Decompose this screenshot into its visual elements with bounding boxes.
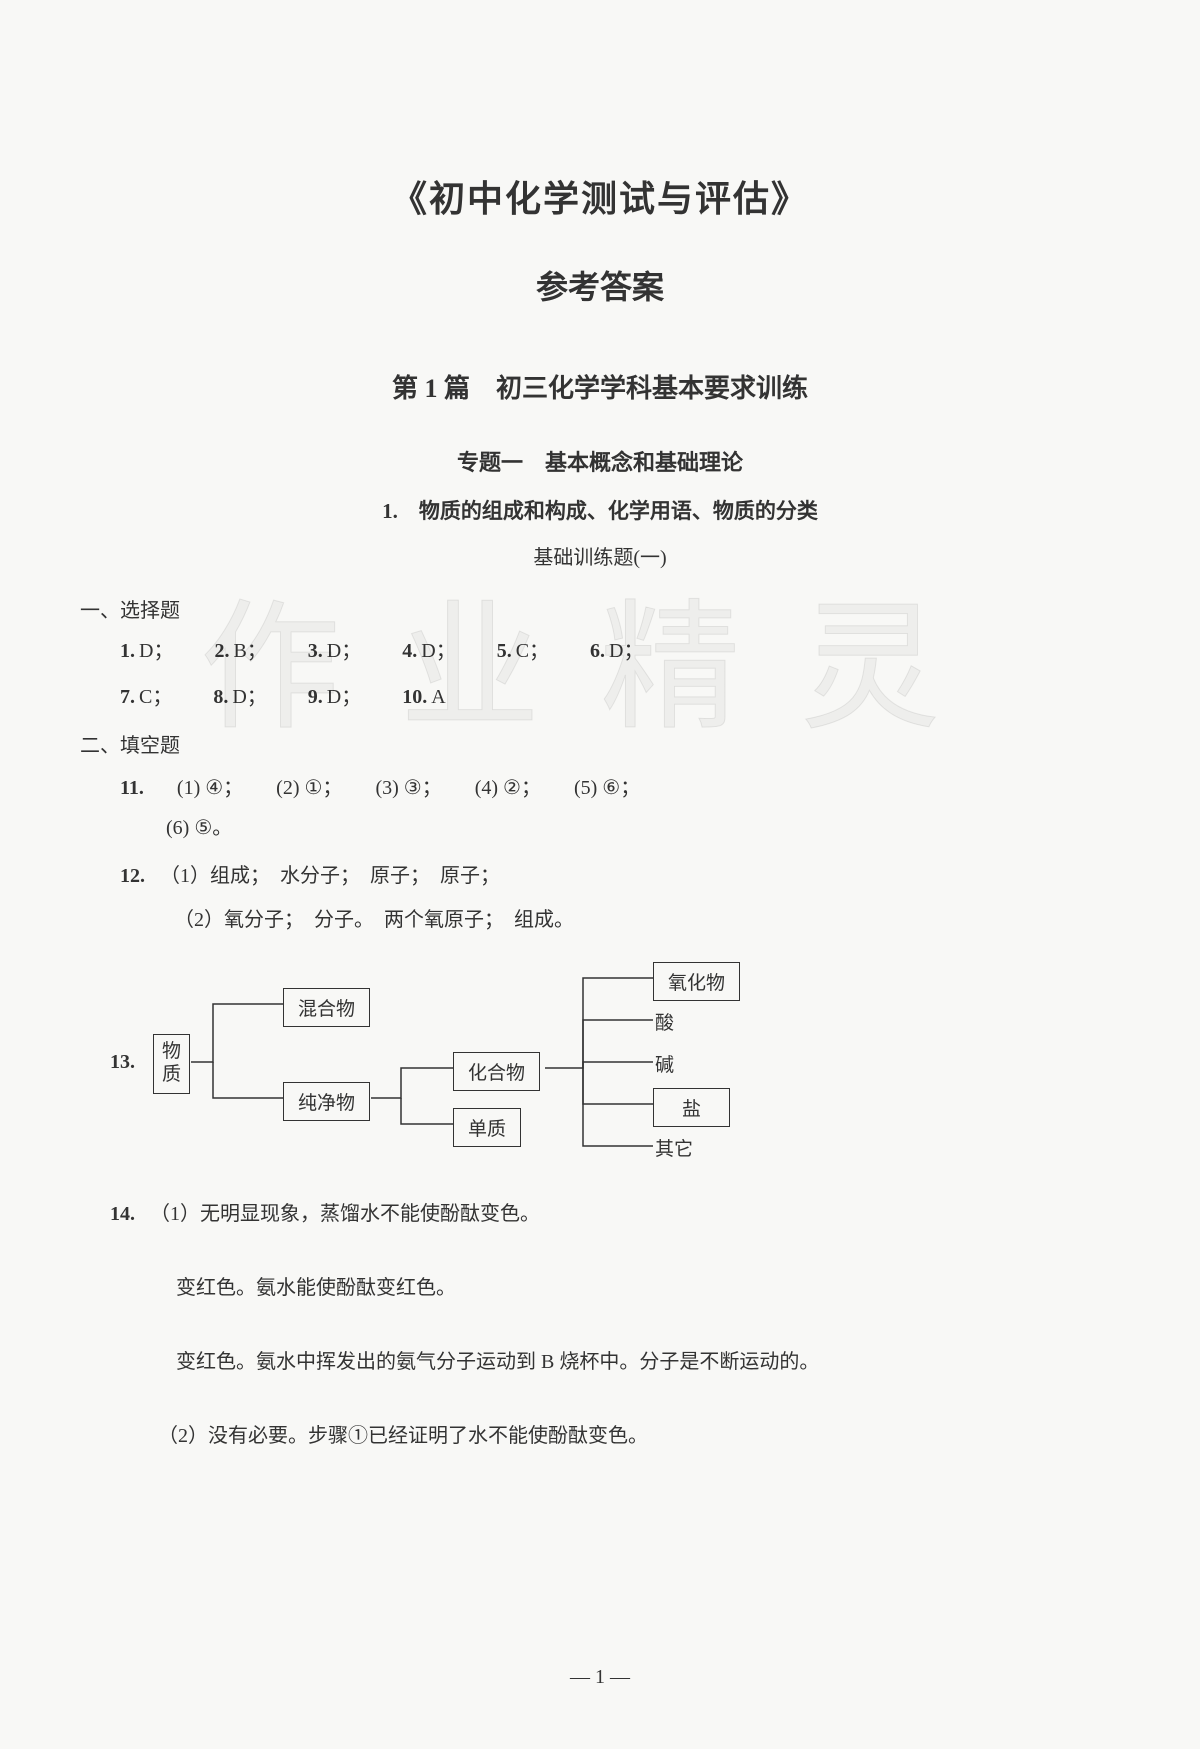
node-acid: 酸 — [655, 1008, 674, 1035]
q12-line1: 12. （1）组成； 水分子； 原子； 原子； — [120, 854, 1110, 898]
q12-label: 12. — [120, 865, 145, 887]
q14-line4: （2）没有必要。步骤①已经证明了水不能使酚酞变色。 — [158, 1414, 1110, 1458]
chapter-heading: 第 1 篇 初三化学学科基本要求训练 — [90, 368, 1110, 405]
node-salt: 盐 — [653, 1088, 730, 1127]
mc-answer: 4.D； — [402, 633, 455, 669]
q14-line1: 14. （1）无明显现象，蒸馏水不能使酚酞变色。 — [110, 1192, 1110, 1236]
section-1-heading: 一、选择题 — [80, 594, 1110, 623]
q11-part: (1) ④； — [177, 768, 243, 808]
mc-answers-row2: 7.C； 8.D； 9.D； 10.A — [120, 679, 1110, 715]
mc-answers-row1: 1.D； 2.B； 3.D； 4.D； 5.C； 6.D； — [120, 633, 1110, 669]
node-base: 碱 — [655, 1050, 674, 1077]
subtopic-heading: 1. 物质的组成和构成、化学用语、物质的分类 — [90, 495, 1110, 525]
mc-answer: 10.A — [402, 679, 445, 715]
mc-answer: 6.D； — [590, 633, 643, 669]
mc-answer: 1.D； — [120, 633, 173, 669]
exercise-set-label: 基础训练题(一) — [90, 541, 1110, 570]
node-pure: 纯净物 — [283, 1082, 370, 1121]
q14-line3: 变红色。氨水中挥发出的氨气分子运动到 B 烧杯中。分子是不断运动的。 — [176, 1340, 1110, 1384]
node-other: 其它 — [655, 1134, 693, 1161]
node-mixture: 混合物 — [283, 988, 370, 1027]
node-element: 单质 — [453, 1108, 521, 1147]
mc-answer: 2.B； — [214, 633, 266, 669]
mc-answer: 3.D； — [308, 633, 361, 669]
classification-diagram: 物 质 混合物 纯净物 化合物 单质 氧化物 酸 碱 盐 其它 — [153, 962, 913, 1162]
main-title: 《初中化学测试与评估》 — [90, 170, 1110, 222]
mc-answer: 9.D； — [308, 679, 361, 715]
node-root: 物 质 — [153, 1034, 190, 1094]
q13-row: 13. 物 质 混合物 纯净物 化合物 单质 氧化物 酸 碱 盐 其它 — [110, 962, 1110, 1162]
q11-part: (5) ⑥； — [574, 768, 640, 808]
mc-answer: 7.C； — [120, 679, 172, 715]
q11-part: (2) ①； — [276, 768, 342, 808]
q11-part: (3) ③； — [375, 768, 441, 808]
q11-line1: 11. (1) ④； (2) ①； (3) ③； (4) ②； (5) ⑥； — [120, 768, 1110, 808]
topic-heading: 专题一 基本概念和基础理论 — [90, 445, 1110, 477]
q12-text1: （1）组成； 水分子； 原子； 原子； — [160, 865, 500, 887]
q14-line2: 变红色。氨水能使酚酞变红色。 — [176, 1266, 1110, 1310]
node-compound: 化合物 — [453, 1052, 540, 1091]
page-number: — 1 — — [0, 1666, 1200, 1689]
q13-label: 13. — [110, 1051, 135, 1074]
mc-answer: 5.C； — [497, 633, 549, 669]
sub-title: 参考答案 — [90, 262, 1110, 308]
q12-line2: （2）氧分子； 分子。 两个氧原子； 组成。 — [174, 898, 1110, 942]
q14-text1: （1）无明显现象，蒸馏水不能使酚酞变色。 — [150, 1203, 540, 1225]
section-2-heading: 二、填空题 — [80, 729, 1110, 758]
q11-line2: (6) ⑤。 — [166, 808, 1110, 848]
q14-label: 14. — [110, 1203, 135, 1225]
node-oxide: 氧化物 — [653, 962, 740, 1001]
q11-label: 11. — [120, 768, 144, 808]
mc-answer: 8.D； — [213, 679, 266, 715]
q11-part: (4) ②； — [475, 768, 541, 808]
